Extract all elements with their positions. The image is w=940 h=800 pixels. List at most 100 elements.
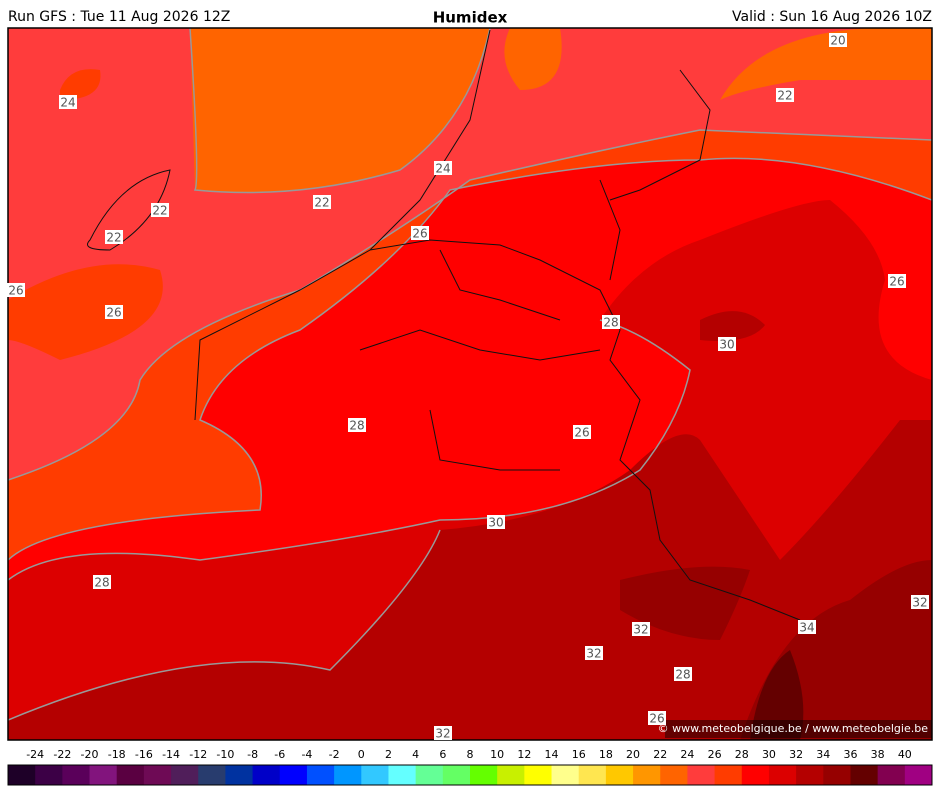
colorbar-cell — [8, 765, 36, 785]
contour-label-box — [434, 726, 452, 740]
colorbar-label: -8 — [247, 748, 258, 761]
contour-label: 22 — [106, 231, 121, 245]
colorbar-label: -14 — [162, 748, 180, 761]
contour-label-box — [411, 226, 429, 240]
colorbar-cell — [877, 765, 906, 785]
colorbar-cell — [578, 765, 607, 785]
colorbar-cell — [551, 765, 580, 785]
colorbar-cell — [116, 765, 145, 785]
contour-label: 26 — [8, 284, 23, 298]
contour-label: 28 — [675, 668, 690, 682]
contour-labels: 20 22 24 24 22 22 22 26 26 26 26 28 30 28 26 30 28 32 32 34… — [7, 33, 929, 741]
colorbar-label: 32 — [789, 748, 803, 761]
contour-label-box — [7, 283, 25, 297]
contour-label: 26 — [889, 275, 904, 289]
colorbar-label: 10 — [490, 748, 504, 761]
colorbar-cell — [89, 765, 118, 785]
colorbar-cell — [768, 765, 797, 785]
colorbar-label: 34 — [816, 748, 830, 761]
map-title: Humidex — [433, 9, 508, 27]
colorbar-cell — [904, 765, 933, 785]
contour-label-box — [776, 88, 794, 102]
contour-label: 20 — [830, 34, 845, 48]
colorbar-label: -22 — [53, 748, 71, 761]
colorbar-cell — [497, 765, 525, 785]
colorbar-label: -4 — [301, 748, 312, 761]
contour-label: 26 — [649, 712, 664, 726]
colorbar-label: -16 — [135, 748, 153, 761]
contour-label: 30 — [719, 338, 734, 352]
colorbar-label: 12 — [517, 748, 531, 761]
contour-label: 24 — [435, 162, 450, 176]
colorbar-cell — [143, 765, 172, 785]
colorbar-label: 22 — [653, 748, 667, 761]
contour-label-box — [487, 515, 505, 529]
contour-label-box — [59, 95, 77, 109]
colorbar-label: 30 — [762, 748, 776, 761]
colorbar-label: -2 — [329, 748, 340, 761]
colorbar-label: 16 — [572, 748, 586, 761]
contour-label: 28 — [349, 419, 364, 433]
contour-label-box — [585, 646, 603, 660]
colorbar-label: 4 — [412, 748, 419, 761]
contour-label: 34 — [799, 621, 814, 635]
contour-label: 32 — [912, 596, 927, 610]
colorbar-label: 26 — [708, 748, 722, 761]
colorbar-cell — [714, 765, 743, 785]
colorbar-cell — [225, 765, 254, 785]
colorbar-cell — [605, 765, 634, 785]
contour-label-box — [911, 595, 929, 609]
colorbar-cell — [35, 765, 63, 785]
colorbar-label: 38 — [871, 748, 885, 761]
colorbar-cell — [306, 765, 335, 785]
colorbar-label: 28 — [735, 748, 749, 761]
colorbar-label: -12 — [189, 748, 207, 761]
colorbar: -24 -22 -20 -18 -16 -14 -12 -10 -8 -6 -4 -2 0 2 4 6 8 10 1… — [7, 748, 933, 786]
contour-label-box — [602, 315, 620, 329]
contour-label: 22 — [152, 204, 167, 218]
colorbar-cell — [470, 765, 498, 785]
contour-label: 28 — [603, 316, 618, 330]
contour-label-box — [573, 425, 591, 439]
contour-label: 28 — [94, 576, 109, 590]
colorbar-label: -24 — [26, 748, 44, 761]
colorbar-cell — [850, 765, 879, 785]
colorbar-cell — [796, 765, 824, 785]
contour-label-box — [348, 418, 366, 432]
contour-label-box — [93, 575, 111, 589]
colorbar-label: 36 — [843, 748, 857, 761]
contour-label-box — [674, 667, 692, 681]
contour-label-box — [313, 195, 331, 209]
colorbar-cell — [633, 765, 661, 785]
colorbar-cell — [334, 765, 362, 785]
colorbar-cell — [252, 765, 281, 785]
colorbar-label: 18 — [599, 748, 613, 761]
colorbar-label: 14 — [545, 748, 559, 761]
colorbar-label: 2 — [385, 748, 392, 761]
colorbar-cell — [279, 765, 308, 785]
contour-label-box — [648, 711, 666, 725]
colorbar-frame — [7, 764, 933, 786]
colorbar-label: -18 — [108, 748, 126, 761]
contour-label-box — [798, 620, 816, 634]
colorbar-cell — [687, 765, 716, 785]
contour-label: 26 — [574, 426, 589, 440]
colorbar-cell — [823, 765, 851, 785]
contour-label-box — [829, 33, 847, 47]
map: © www.meteobelgique.be / www.meteobelgie… — [7, 27, 933, 741]
colorbar-label: -10 — [216, 748, 234, 761]
contour-label: 22 — [314, 196, 329, 210]
colorbar-cell — [388, 765, 417, 785]
colorbar-label: 0 — [358, 748, 365, 761]
contour-label: 22 — [777, 89, 792, 103]
run-info: Run GFS : Tue 11 Aug 2026 12Z — [8, 9, 230, 25]
contour-label-box — [888, 274, 906, 288]
contour-label: 32 — [633, 623, 648, 637]
contour-label-box — [105, 305, 123, 319]
colorbar-cell — [62, 765, 91, 785]
contour-label-box — [105, 230, 123, 244]
contour-label: 24 — [60, 96, 75, 110]
colorbar-cell — [171, 765, 199, 785]
colorbar-label: -6 — [274, 748, 285, 761]
colorbar-cell — [361, 765, 389, 785]
